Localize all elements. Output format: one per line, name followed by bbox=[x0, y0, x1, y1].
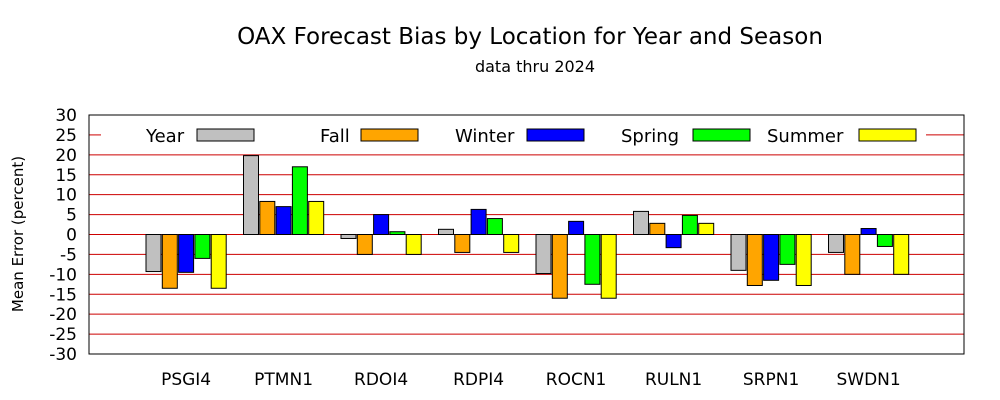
bar-spring-swdn1 bbox=[876, 234, 893, 247]
bar-year-rdpi4 bbox=[438, 228, 454, 236]
bar-spring-rocn1 bbox=[584, 234, 601, 285]
y-tick-label: -20 bbox=[49, 305, 77, 325]
bar-summer-ruln1 bbox=[698, 222, 715, 235]
y-tick-label: 10 bbox=[55, 186, 77, 206]
bar-spring-ruln1 bbox=[681, 214, 698, 236]
bar-fall-srpn1 bbox=[746, 234, 763, 286]
x-category-label: SRPN1 bbox=[743, 370, 799, 390]
bar-fall-ruln1 bbox=[649, 222, 666, 235]
bar-year-rocn1 bbox=[535, 234, 552, 275]
x-category-label: ROCN1 bbox=[546, 370, 607, 390]
bar-summer-ptmn1 bbox=[308, 200, 325, 236]
bar-winter-psgi4 bbox=[178, 234, 195, 273]
bar-spring-srpn1 bbox=[779, 234, 796, 265]
y-tick-label: 20 bbox=[55, 146, 77, 166]
x-category-label: PTMN1 bbox=[254, 370, 313, 390]
bar-year-rdoi4 bbox=[340, 234, 357, 239]
legend-label-summer: Summer bbox=[767, 126, 844, 147]
bar-fall-ptmn1 bbox=[259, 200, 276, 236]
bar-winter-rdoi4 bbox=[373, 214, 390, 235]
plot-frame bbox=[88, 114, 965, 355]
y-tick-label: 0 bbox=[66, 226, 77, 246]
bar-summer-srpn1 bbox=[795, 234, 812, 286]
y-tick-label: 5 bbox=[66, 206, 77, 226]
y-tick-label: 25 bbox=[55, 126, 77, 146]
bar-summer-rdoi4 bbox=[405, 234, 422, 255]
legend: Year Fall Winter Spring Summer bbox=[145, 126, 917, 147]
bar-year-psgi4 bbox=[145, 234, 162, 273]
x-category-label: PSGI4 bbox=[161, 370, 211, 390]
x-category-labels: PSGI4 PTMN1 RDOI4 RDPI4 ROCN1 RULN1 SRPN1 SWDN1 bbox=[161, 370, 901, 390]
x-category-label: SWDN1 bbox=[836, 370, 900, 390]
bar-spring-ptmn1 bbox=[291, 166, 308, 236]
bar-winter-srpn1 bbox=[763, 234, 780, 281]
y-tick-label: -25 bbox=[49, 325, 77, 345]
bar-spring-rdpi4 bbox=[486, 218, 503, 235]
y-tick-label: -5 bbox=[60, 245, 77, 265]
y-tick-label: 30 bbox=[55, 106, 77, 126]
bar-spring-rdoi4 bbox=[389, 231, 406, 236]
bar-fall-rdpi4 bbox=[454, 234, 471, 253]
bar-year-ptmn1 bbox=[243, 155, 259, 236]
bar-year-srpn1 bbox=[730, 234, 747, 271]
bars bbox=[145, 155, 910, 299]
chart-subtitle: data thru 2024 bbox=[475, 57, 595, 76]
legend-label-year: Year bbox=[145, 126, 185, 147]
bar-winter-ruln1 bbox=[665, 234, 682, 249]
x-category-label: RULN1 bbox=[645, 370, 702, 390]
legend-label-spring: Spring bbox=[621, 126, 679, 147]
x-category-label: RDPI4 bbox=[453, 370, 504, 390]
bar-winter-swdn1 bbox=[860, 228, 877, 235]
bar-spring-psgi4 bbox=[194, 234, 211, 259]
legend-label-winter: Winter bbox=[455, 126, 515, 147]
legend-swatch-year bbox=[196, 128, 255, 142]
bar-summer-psgi4 bbox=[210, 234, 227, 289]
grid-lines bbox=[89, 134, 964, 335]
legend-swatch-winter bbox=[526, 128, 585, 142]
y-tick-label: -10 bbox=[49, 265, 77, 285]
bar-fall-rdoi4 bbox=[356, 234, 373, 255]
bar-winter-ptmn1 bbox=[275, 206, 292, 236]
bar-winter-rocn1 bbox=[568, 220, 585, 235]
y-tick-label: -15 bbox=[49, 285, 77, 305]
bar-fall-rocn1 bbox=[551, 234, 568, 299]
bar-fall-psgi4 bbox=[161, 234, 178, 289]
legend-swatch-fall bbox=[360, 128, 419, 142]
legend-swatch-spring bbox=[692, 128, 751, 142]
bar-summer-rocn1 bbox=[600, 234, 617, 299]
legend-swatch-summer bbox=[858, 128, 917, 142]
chart-title: OAX Forecast Bias by Location for Year a… bbox=[237, 24, 823, 50]
bar-year-swdn1 bbox=[828, 234, 844, 253]
bar-winter-rdpi4 bbox=[470, 208, 487, 235]
bar-fall-swdn1 bbox=[844, 234, 861, 275]
y-tick-label: 15 bbox=[55, 166, 77, 186]
y-axis-label: Mean Error (percent) bbox=[9, 156, 27, 312]
x-category-label: RDOI4 bbox=[354, 370, 408, 390]
bar-summer-rdpi4 bbox=[503, 234, 520, 253]
y-tick-label: -30 bbox=[49, 345, 77, 365]
legend-label-fall: Fall bbox=[320, 126, 350, 147]
bar-year-ruln1 bbox=[633, 210, 649, 235]
bar-summer-swdn1 bbox=[893, 234, 910, 275]
